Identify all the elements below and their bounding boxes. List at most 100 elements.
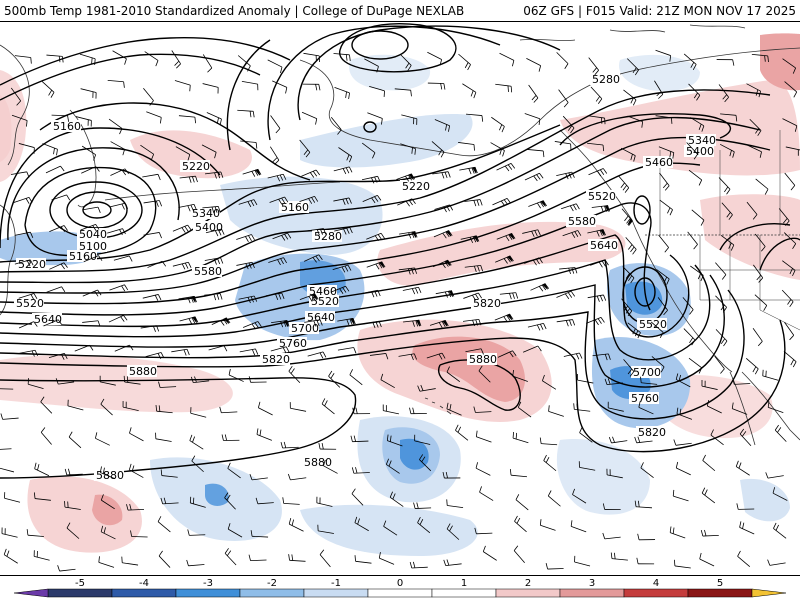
wind-barb xyxy=(492,198,510,206)
wind-barb xyxy=(322,398,334,414)
wind-barb xyxy=(455,425,467,440)
cold-anomaly-right-bottom xyxy=(740,479,790,521)
wind-barb xyxy=(4,549,18,563)
wind-barb xyxy=(571,520,586,532)
wind-barb xyxy=(577,374,593,383)
wind-barb xyxy=(591,87,602,104)
wind-barb xyxy=(540,519,555,530)
wind-barb xyxy=(459,167,477,174)
title-bar: 500mb Temp 1981-2010 Standardized Anomal… xyxy=(0,0,800,22)
wind-barb xyxy=(204,294,222,300)
wind-barb xyxy=(736,461,749,475)
wind-barb xyxy=(768,560,786,566)
wind-barb xyxy=(249,555,266,561)
contour-west-north-2 xyxy=(0,38,290,85)
contour-label-5580: 5580 xyxy=(568,215,596,228)
wind-barb xyxy=(637,558,654,564)
contour-label-5280: 5280 xyxy=(592,73,620,86)
wind-barb xyxy=(42,82,54,98)
wind-barb xyxy=(109,315,127,322)
colorbar-segment xyxy=(432,589,496,597)
cold-anomaly-south-band xyxy=(300,505,478,556)
wind-barb xyxy=(289,554,306,561)
wind-barb xyxy=(108,80,125,87)
contour-label-5820: 5820 xyxy=(638,426,666,439)
wind-barb xyxy=(4,492,19,502)
wind-barb xyxy=(514,516,526,532)
wind-barb xyxy=(427,52,441,65)
wind-barb xyxy=(525,114,540,125)
colorbar-segment xyxy=(176,589,240,597)
contour-label-5640: 5640 xyxy=(590,239,618,252)
wind-barb xyxy=(603,533,621,539)
map-panel[interactable]: 5160 5220 5040 5100 5160 5220 5520 5640 … xyxy=(0,22,800,576)
wind-barb xyxy=(574,403,590,411)
wind-barb xyxy=(746,358,758,374)
contour-low-center xyxy=(83,202,111,218)
colorbar-tick-label: 5 xyxy=(717,578,723,589)
contour-label-5700: 5700 xyxy=(633,366,661,379)
cold-anomaly-north-center xyxy=(349,55,430,91)
wind-barb xyxy=(410,562,428,568)
colorbar-segments xyxy=(48,589,752,597)
wind-barb xyxy=(258,402,272,415)
wind-barb xyxy=(82,207,100,213)
wind-barb xyxy=(782,290,793,307)
contour-label-5880: 5880 xyxy=(96,469,124,482)
contour-label-5820: 5820 xyxy=(473,297,501,310)
wind-barb xyxy=(158,516,170,532)
wind-barb xyxy=(462,84,476,98)
wind-barb xyxy=(528,201,546,208)
contour-label-5220: 5220 xyxy=(402,180,430,193)
contour-label-5520: 5520 xyxy=(639,318,667,331)
wind-barb xyxy=(301,170,319,178)
wind-barb xyxy=(334,167,352,174)
wind-barb xyxy=(58,565,76,571)
wind-barb xyxy=(674,560,690,568)
wind-barb xyxy=(289,518,303,531)
contour-label-5460: 5460 xyxy=(645,156,673,169)
wind-barb xyxy=(480,486,494,500)
wind-barb xyxy=(555,141,571,150)
wind-barb xyxy=(142,174,160,180)
wind-barb xyxy=(107,229,125,235)
wind-barb xyxy=(557,52,568,68)
wind-barb xyxy=(281,442,299,448)
wind-barb xyxy=(609,437,627,443)
wind-barb xyxy=(561,204,579,211)
wind-barb xyxy=(755,295,767,311)
wind-barb xyxy=(257,428,272,440)
wind-barb xyxy=(14,197,32,203)
colorbar-segment xyxy=(688,589,752,597)
wind-barb xyxy=(526,58,540,71)
wind-barb xyxy=(242,81,258,90)
wind-barb xyxy=(143,294,161,300)
wind-barb xyxy=(689,358,702,373)
wind-barb xyxy=(516,494,528,510)
wind-barb xyxy=(500,53,514,66)
wind-barb xyxy=(626,237,637,254)
wind-barb xyxy=(763,370,778,380)
wind-barb xyxy=(548,490,560,506)
wind-barb xyxy=(549,405,564,416)
wind-barb xyxy=(491,117,504,132)
wind-barb xyxy=(403,287,421,294)
wind-barb xyxy=(715,263,726,280)
wind-barb xyxy=(0,462,14,472)
wind-barb xyxy=(95,432,109,445)
wind-barb xyxy=(352,489,363,506)
contour-label-5160: 5160 xyxy=(281,201,309,214)
wind-barb xyxy=(319,443,336,449)
wind-barb xyxy=(289,366,300,383)
wind-barb xyxy=(586,317,604,324)
wind-barb xyxy=(203,84,219,94)
colorbar-tick-label: -4 xyxy=(139,578,149,589)
wind-barb xyxy=(303,84,320,90)
wind-barb xyxy=(172,51,181,69)
wind-barb xyxy=(41,427,51,444)
colorbar-tick-label: -5 xyxy=(75,578,85,589)
wind-barb xyxy=(203,54,212,72)
contour-label-5220: 5220 xyxy=(182,160,210,173)
wind-barb xyxy=(495,84,511,92)
